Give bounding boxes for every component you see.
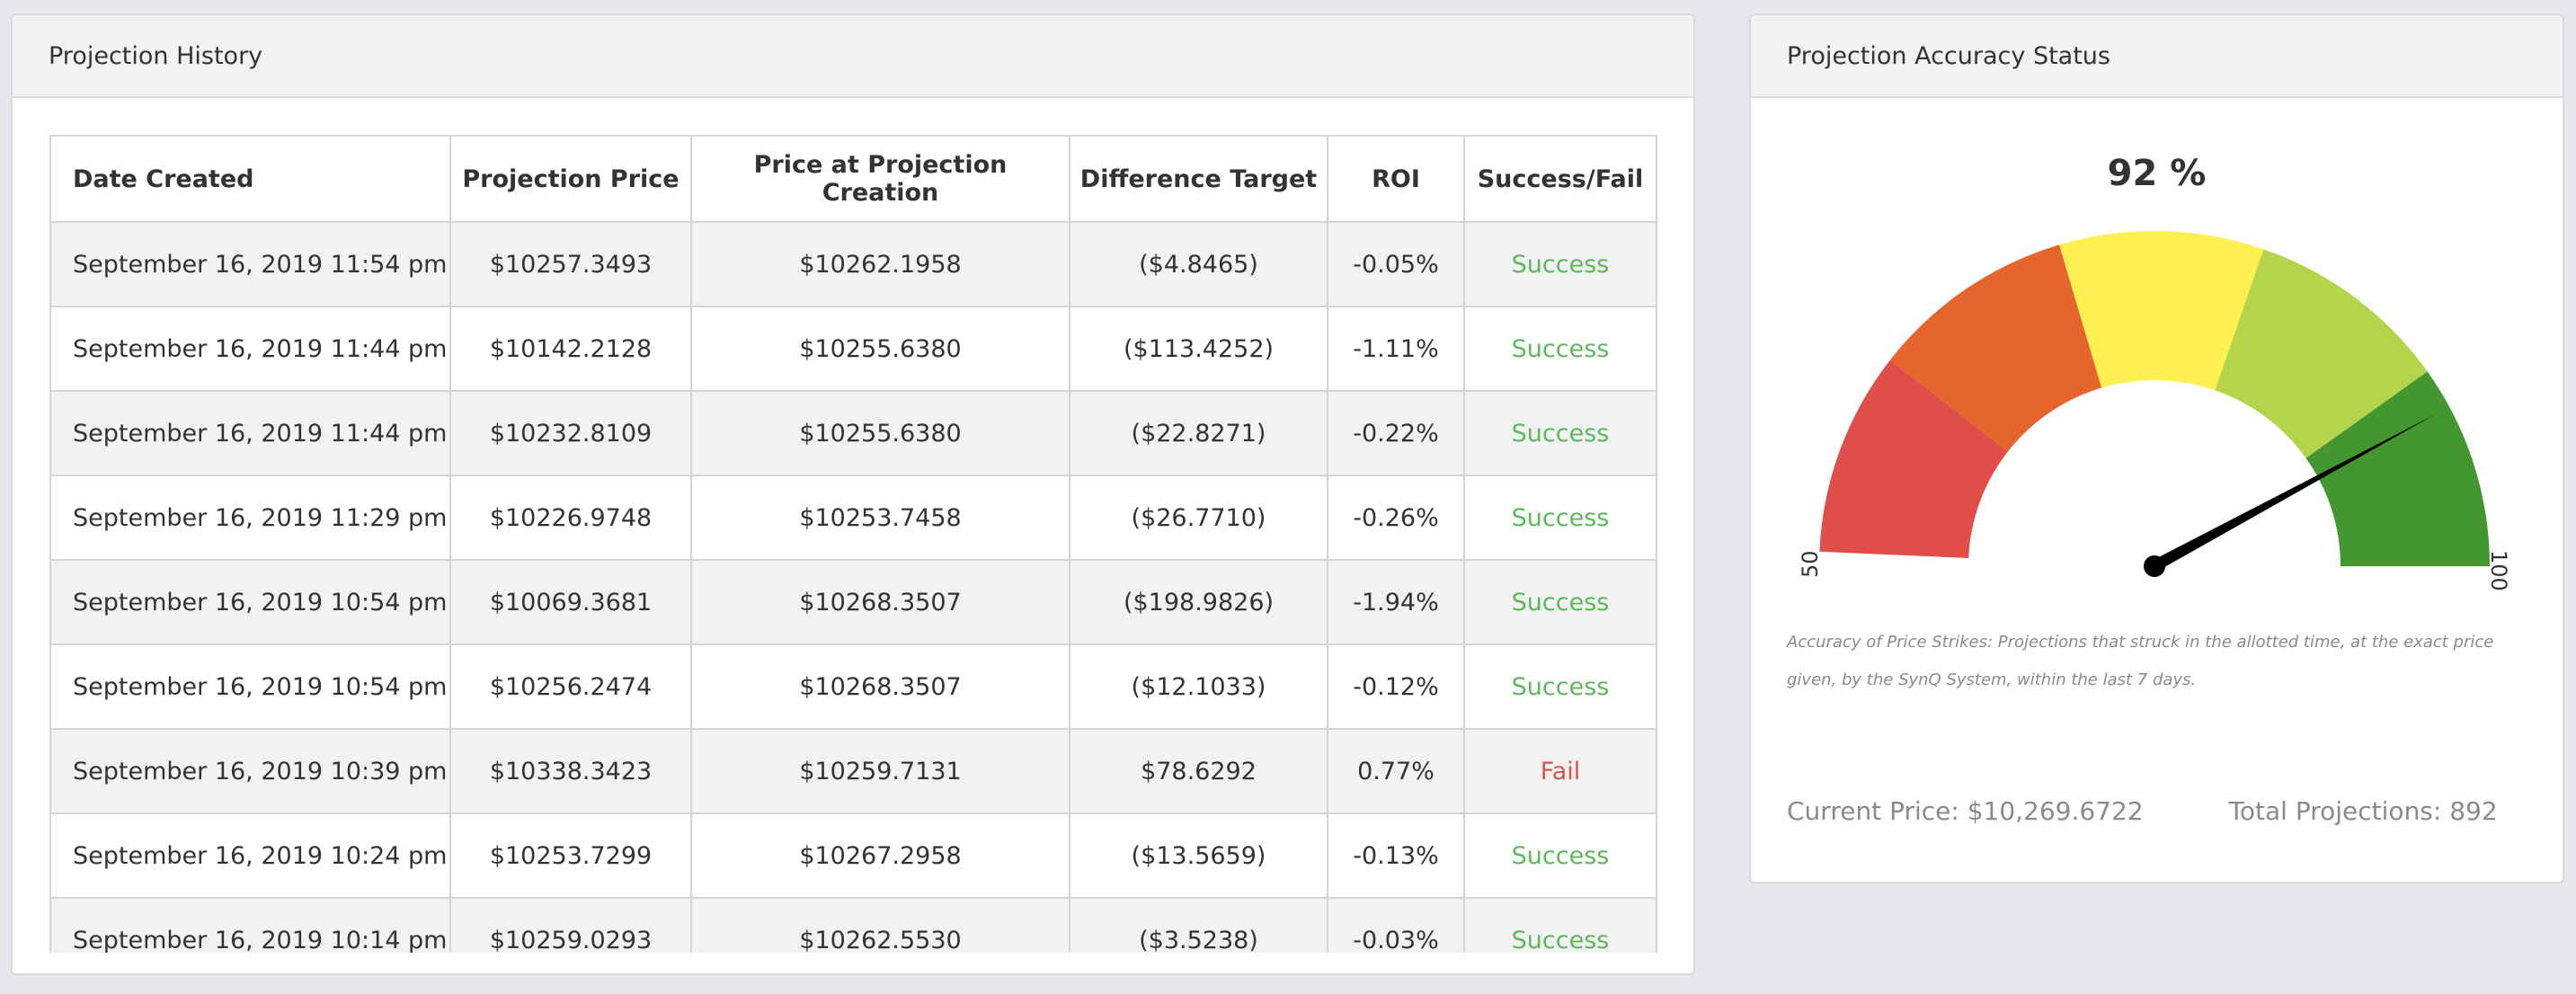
cell-projection-price: $10142.2128 bbox=[449, 306, 692, 392]
gauge-band-4 bbox=[2215, 249, 2428, 458]
cell-difference-target: ($22.8271) bbox=[1069, 390, 1328, 476]
cell-price-at-creation: $10267.2958 bbox=[690, 812, 1070, 899]
gauge-value-label: 92 % bbox=[2107, 153, 2207, 194]
projection-accuracy-panel: Projection Accuracy Status 92 % 50 100 A… bbox=[1749, 13, 2564, 883]
cell-difference-target: ($26.7710) bbox=[1069, 475, 1328, 561]
column-header-date-created[interactable]: Date Created bbox=[49, 135, 451, 223]
cell-projection-price: $10257.3493 bbox=[449, 221, 692, 307]
gauge-max-label: 100 bbox=[2486, 550, 2511, 591]
table-row[interactable]: September 16, 2019 11:29 pm $10226.9748 $1… bbox=[49, 475, 1657, 561]
gauge-band-1 bbox=[1819, 359, 2008, 558]
table-row[interactable]: September 16, 2019 11:44 pm $10232.8109 $1… bbox=[49, 390, 1657, 476]
projection-history-table: Date Created Projection Price Price at P… bbox=[49, 135, 1657, 953]
table-row[interactable]: September 16, 2019 10:14 pm $10259.0293 $1… bbox=[49, 897, 1657, 953]
projection-accuracy-title: Projection Accuracy Status bbox=[1751, 15, 2563, 98]
table-row[interactable]: September 16, 2019 10:24 pm $10253.7299 $1… bbox=[49, 812, 1657, 899]
cell-date-created: September 16, 2019 10:14 pm bbox=[49, 897, 451, 953]
cell-roi: -0.13% bbox=[1327, 812, 1465, 899]
cell-date-created: September 16, 2019 11:54 pm bbox=[49, 221, 451, 307]
gauge-band-3 bbox=[2059, 231, 2264, 391]
projection-history-table-scroll[interactable]: Date Created Projection Price Price at P… bbox=[49, 135, 1667, 953]
cell-roi: -0.12% bbox=[1327, 643, 1465, 730]
cell-difference-target: ($13.5659) bbox=[1069, 812, 1328, 899]
column-header-projection-price[interactable]: Projection Price bbox=[449, 135, 692, 223]
cell-price-at-creation: $10255.6380 bbox=[690, 390, 1070, 476]
table-header-row: Date Created Projection Price Price at P… bbox=[49, 135, 1657, 223]
cell-projection-price: $10069.3681 bbox=[449, 559, 692, 645]
cell-projection-price: $10226.9748 bbox=[449, 475, 692, 561]
gauge-band-2 bbox=[1890, 244, 2102, 452]
cell-roi: -0.26% bbox=[1327, 475, 1465, 561]
table-row[interactable]: September 16, 2019 10:39 pm $10338.3423 $1… bbox=[49, 728, 1657, 814]
cell-price-at-creation: $10262.5530 bbox=[690, 897, 1070, 953]
gauge-description: Accuracy of Price Strikes: Projections t… bbox=[1787, 633, 2494, 689]
cell-price-at-creation: $10268.3507 bbox=[690, 643, 1070, 730]
cell-projection-price: $10259.0293 bbox=[449, 897, 692, 953]
table-row[interactable]: September 16, 2019 11:44 pm $10142.2128 $1… bbox=[49, 306, 1657, 392]
cell-status: Success bbox=[1463, 475, 1657, 561]
cell-price-at-creation: $10255.6380 bbox=[690, 306, 1070, 392]
column-header-price-at-creation[interactable]: Price at Projection Creation bbox=[690, 135, 1070, 223]
cell-price-at-creation: $10259.7131 bbox=[690, 728, 1070, 814]
accuracy-gauge: 50 100 bbox=[1798, 231, 2511, 591]
cell-price-at-creation: $10253.7458 bbox=[690, 475, 1070, 561]
cell-status: Success bbox=[1463, 306, 1657, 392]
projection-history-title: Projection History bbox=[13, 15, 1693, 98]
table-row[interactable]: September 16, 2019 11:54 pm $10257.3493 $1… bbox=[49, 221, 1657, 307]
cell-status: Success bbox=[1463, 221, 1657, 307]
gauge-min-label: 50 bbox=[1798, 550, 1823, 578]
cell-roi: -1.94% bbox=[1327, 559, 1465, 645]
cell-date-created: September 16, 2019 10:54 pm bbox=[49, 559, 451, 645]
cell-date-created: September 16, 2019 10:39 pm bbox=[49, 728, 451, 814]
table-row[interactable]: September 16, 2019 10:54 pm $10256.2474 $1… bbox=[49, 643, 1657, 730]
cell-roi: 0.77% bbox=[1327, 728, 1465, 814]
cell-status: Success bbox=[1463, 643, 1657, 730]
cell-roi: -0.05% bbox=[1327, 221, 1465, 307]
cell-difference-target: ($12.1033) bbox=[1069, 643, 1328, 730]
cell-price-at-creation: $10262.1958 bbox=[690, 221, 1070, 307]
cell-status: Success bbox=[1463, 559, 1657, 645]
projection-history-panel: Projection History Date Created Projecti… bbox=[11, 13, 1695, 975]
gauge-needle-hub bbox=[2144, 555, 2165, 577]
column-header-difference-target[interactable]: Difference Target bbox=[1069, 135, 1328, 223]
cell-projection-price: $10338.3423 bbox=[449, 728, 692, 814]
cell-difference-target: ($198.9826) bbox=[1069, 559, 1328, 645]
table-row[interactable]: September 16, 2019 10:54 pm $10069.3681 $1… bbox=[49, 559, 1657, 645]
cell-date-created: September 16, 2019 11:44 pm bbox=[49, 306, 451, 392]
gauge-band-5 bbox=[2305, 371, 2490, 566]
cell-difference-target: ($4.8465) bbox=[1069, 221, 1328, 307]
cell-difference-target: ($113.4252) bbox=[1069, 306, 1328, 392]
cell-date-created: September 16, 2019 10:54 pm bbox=[49, 643, 451, 730]
cell-status: Fail bbox=[1463, 728, 1657, 814]
cell-roi: -1.11% bbox=[1327, 306, 1465, 392]
column-header-roi[interactable]: ROI bbox=[1327, 135, 1465, 223]
cell-roi: -0.22% bbox=[1327, 390, 1465, 476]
cell-price-at-creation: $10268.3507 bbox=[690, 559, 1070, 645]
cell-projection-price: $10232.8109 bbox=[449, 390, 692, 476]
column-header-success-fail[interactable]: Success/Fail bbox=[1463, 135, 1657, 223]
cell-difference-target: $78.6292 bbox=[1069, 728, 1328, 814]
cell-status: Success bbox=[1463, 812, 1657, 899]
cell-projection-price: $10256.2474 bbox=[449, 643, 692, 730]
total-projections: Total Projections: 892 bbox=[2228, 796, 2498, 826]
cell-difference-target: ($3.5238) bbox=[1069, 897, 1328, 953]
cell-date-created: September 16, 2019 11:44 pm bbox=[49, 390, 451, 476]
stats-row: Current Price: $10,269.6722 Total Projec… bbox=[1787, 796, 2498, 826]
cell-date-created: September 16, 2019 11:29 pm bbox=[49, 475, 451, 561]
cell-status: Success bbox=[1463, 897, 1657, 953]
gauge-bands bbox=[1819, 231, 2490, 566]
projection-history-body: September 16, 2019 11:54 pm $10257.3493 $1… bbox=[49, 221, 1657, 953]
cell-date-created: September 16, 2019 10:24 pm bbox=[49, 812, 451, 899]
cell-roi: -0.03% bbox=[1327, 897, 1465, 953]
cell-projection-price: $10253.7299 bbox=[449, 812, 692, 899]
cell-status: Success bbox=[1463, 390, 1657, 476]
current-price: Current Price: $10,269.6722 bbox=[1787, 796, 2144, 826]
